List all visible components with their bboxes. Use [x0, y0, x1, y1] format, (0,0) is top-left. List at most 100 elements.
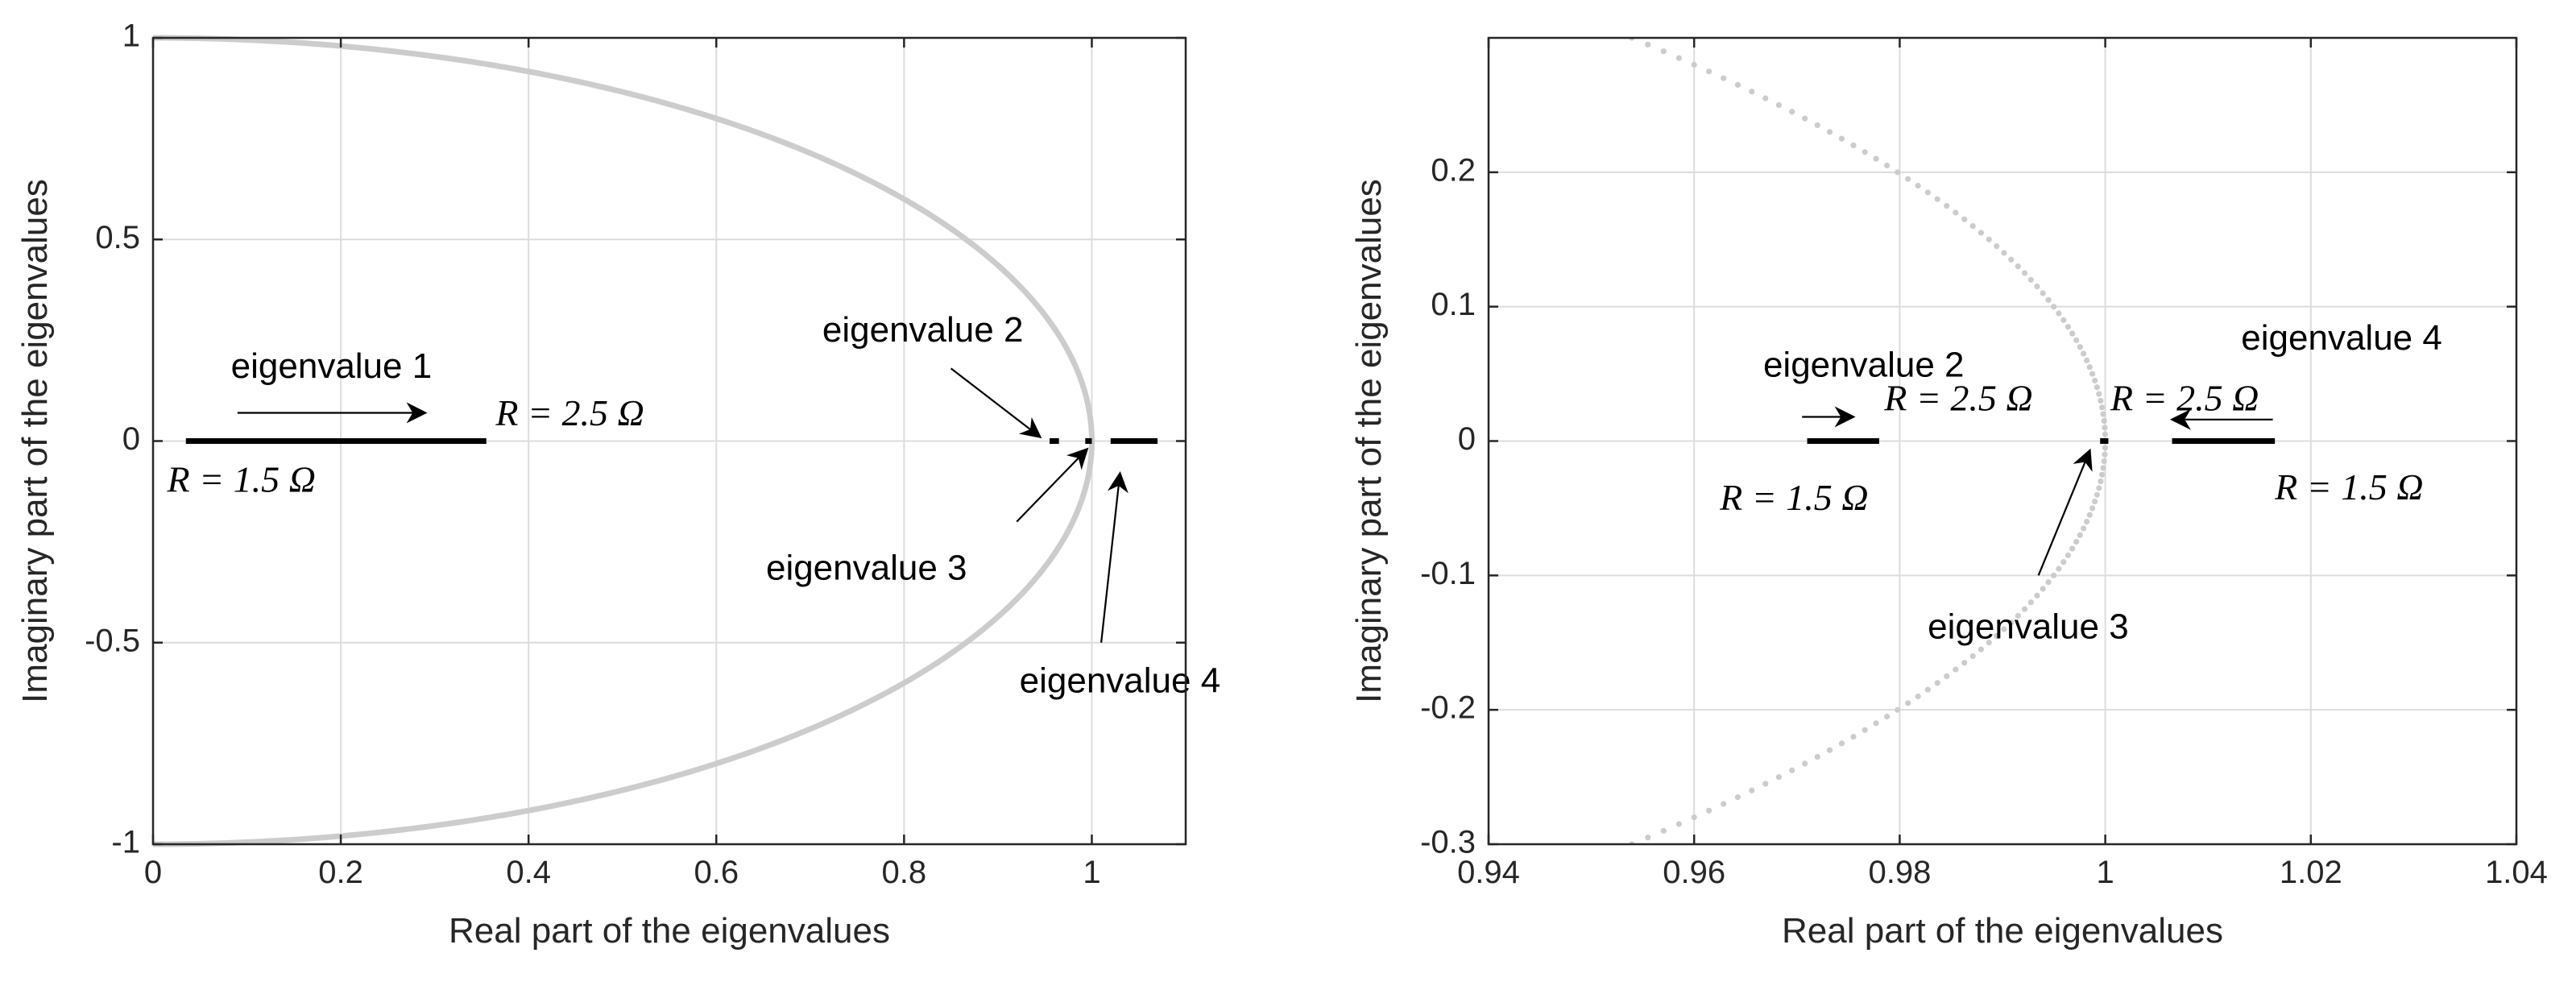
curve-point — [2098, 478, 2104, 485]
curve-point — [2096, 485, 2102, 491]
curve-point — [1961, 660, 1968, 666]
curve-point — [2094, 384, 2100, 391]
curve-point — [2089, 505, 2096, 512]
annotation-label: eigenvalue 4 — [2241, 318, 2442, 358]
curve-point — [1924, 686, 1931, 693]
resistance-label: R = 1.5 Ω — [2274, 466, 2423, 508]
y-tick-label: 0.5 — [95, 220, 140, 255]
curve-point — [1986, 236, 1992, 242]
annotation-arrow-2 — [2037, 448, 2093, 576]
curve-point — [1944, 202, 1950, 209]
x-tick-label: 1.04 — [2485, 855, 2548, 890]
y-tick-label: 0.2 — [1431, 152, 1476, 188]
curve-point — [2027, 276, 2034, 283]
curve-point — [1850, 142, 1857, 149]
curve-point — [2073, 539, 2080, 545]
y-tick-label: -0.1 — [1420, 556, 1476, 591]
curve-point — [2099, 404, 2106, 411]
curve-point — [1826, 129, 1833, 135]
curve-point — [1862, 727, 1868, 733]
x-tick-label: 0.4 — [506, 855, 551, 890]
curve-point — [1814, 753, 1820, 760]
resistance-label: R = 2.5 Ω — [2110, 378, 2259, 419]
x-tick-label: 0.94 — [1457, 855, 1520, 890]
curve-point — [2094, 491, 2100, 498]
curve-point — [1645, 41, 1651, 48]
y-tick-label: -0.3 — [1420, 825, 1476, 860]
curve-point — [2008, 256, 2015, 263]
curve-point — [2081, 525, 2087, 532]
x-tick-label: 0 — [144, 855, 162, 890]
curve-point — [1762, 781, 1769, 787]
curve-point — [1915, 182, 1921, 189]
annotation-arrow-3 — [1016, 447, 1089, 523]
annotation-label: eigenvalue 4 — [1020, 661, 1221, 700]
curve-point — [1721, 75, 1727, 81]
curve-point — [1873, 720, 1879, 727]
curve-point — [2056, 566, 2062, 572]
curve-point — [1944, 673, 1950, 680]
curve-point — [2102, 451, 2108, 458]
y-tick-label: 0.1 — [1431, 287, 1476, 322]
curve-point — [1915, 693, 1921, 700]
curve-point — [1934, 680, 1940, 686]
chart-left: eigenvalue 1 eigenvalue 2 eigenvalue 3 eige… — [15, 19, 1220, 951]
curve-point — [1969, 652, 1976, 660]
curve-point — [2027, 599, 2034, 606]
annotation-arrow-2 — [950, 367, 1042, 439]
unit-circle-dots — [1629, 38, 2109, 844]
curve-point — [1895, 169, 1901, 176]
curve-point — [1961, 216, 1968, 222]
curve-point — [1789, 767, 1795, 773]
curve-point — [2077, 532, 2083, 538]
curve-point — [2001, 250, 2007, 256]
curve-point — [2084, 519, 2090, 525]
resistance-label: R = 2.5 Ω — [1883, 378, 2032, 419]
y-tick-label: -0.2 — [1420, 690, 1476, 726]
curve-point — [2021, 270, 2028, 276]
curve-point — [2081, 350, 2087, 357]
curve-point — [2102, 431, 2109, 437]
curve-point — [1660, 48, 1667, 55]
x-tick-label: 1 — [1083, 855, 1100, 890]
curve-point — [2100, 465, 2106, 471]
annotation-label: eigenvalue 1 — [231, 346, 433, 386]
curve-point — [1850, 733, 1857, 740]
curve-point — [1994, 242, 2000, 250]
curve-point — [2102, 425, 2108, 431]
curve-point — [2086, 512, 2093, 518]
curve-point — [1691, 814, 1697, 821]
curve-point — [1873, 155, 1879, 162]
curve-point — [1924, 189, 1931, 196]
curve-point — [1905, 700, 1911, 706]
curve-point — [2102, 445, 2109, 451]
curve-point — [2001, 626, 2007, 632]
curve-point — [1775, 773, 1783, 781]
curve-point — [2089, 371, 2096, 377]
y-tick-label: 0 — [122, 421, 140, 457]
annotation-label: eigenvalue 3 — [1928, 607, 2129, 647]
curve-point — [2065, 552, 2072, 558]
curve-point — [2040, 586, 2046, 592]
curve-point — [2056, 310, 2062, 317]
curve-point — [1969, 222, 1976, 230]
annotation-label: eigenvalue 2 — [822, 310, 1024, 350]
x-tick-label: 0.2 — [318, 855, 363, 890]
curve-point — [2051, 304, 2057, 310]
curve-point — [2015, 263, 2021, 270]
curve-point — [1675, 821, 1683, 827]
y-axis-label: Imaginary part of the eigenvalues — [15, 179, 55, 703]
curve-point — [1978, 646, 1984, 652]
curve-point — [2101, 417, 2107, 425]
curve-point — [1884, 713, 1891, 720]
curve-point — [1986, 640, 1992, 646]
curve-point — [2069, 330, 2076, 337]
curve-point — [1734, 794, 1741, 801]
curve-point — [2092, 377, 2098, 384]
curve-point — [2096, 391, 2102, 397]
x-axis-label: Real part of the eigenvalues — [1782, 911, 2223, 951]
x-axis-label: Real part of the eigenvalues — [449, 911, 890, 951]
curve-point — [2034, 284, 2040, 290]
chart-right: eigenvalue 2 eigenvalue 3 eigenvalue 4 R = … — [1349, 36, 2548, 951]
x-tick-label: 0.96 — [1663, 855, 1725, 890]
